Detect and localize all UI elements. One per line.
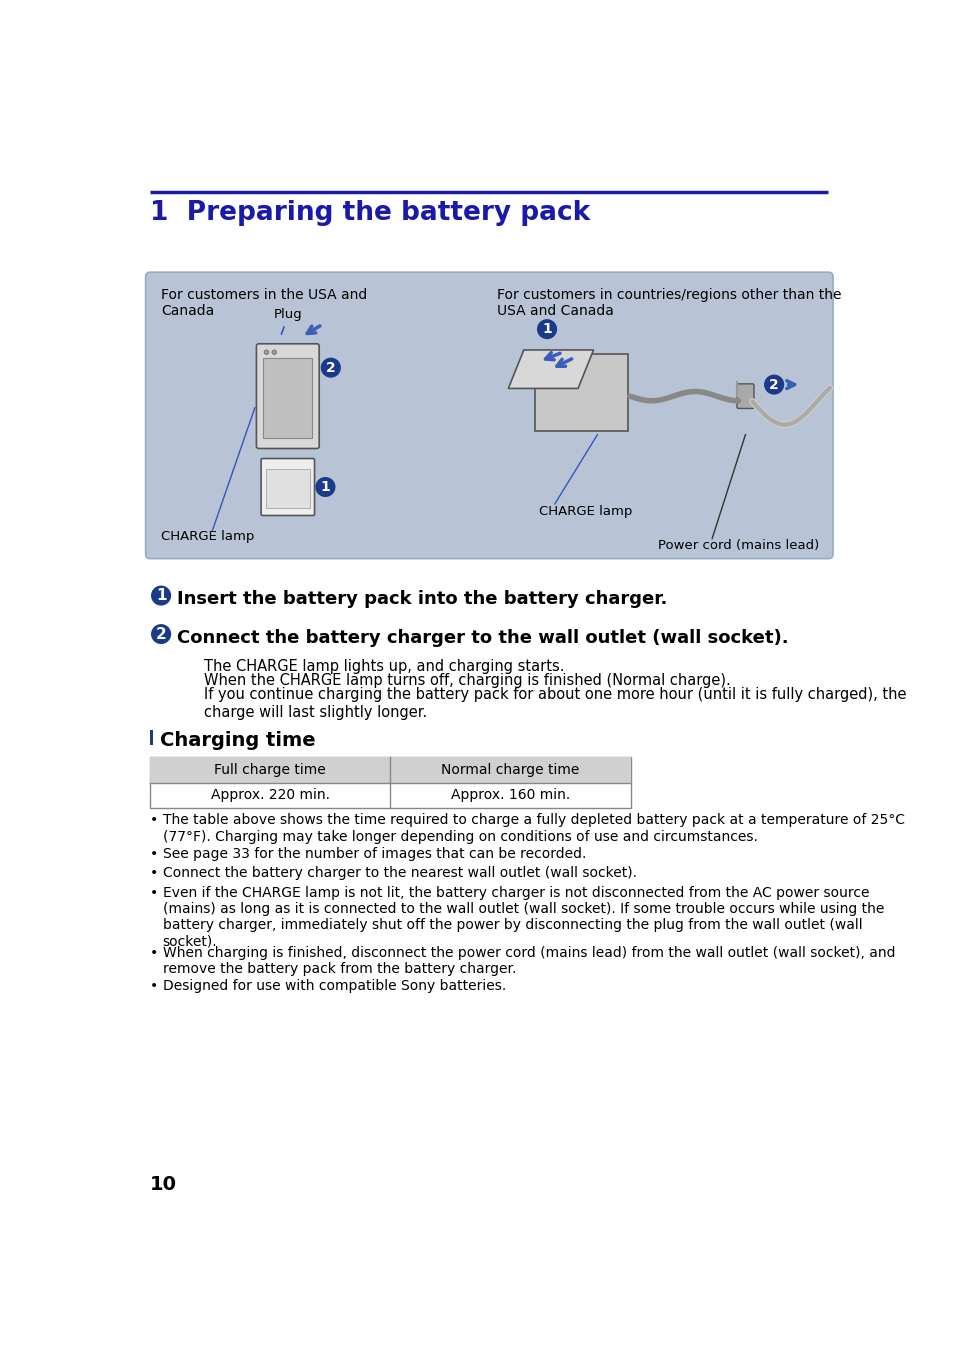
Text: Approx. 160 min.: Approx. 160 min. [451,788,570,802]
Text: •: • [150,978,158,993]
Text: 2: 2 [155,627,167,642]
Text: Power cord (mains lead): Power cord (mains lead) [658,539,819,552]
Circle shape [151,624,171,645]
Text: •: • [150,813,158,828]
Text: 1: 1 [320,480,330,494]
Bar [150,757,630,783]
Text: 10: 10 [150,1175,177,1194]
Text: For customers in countries/regions other than the
USA and Canada: For customers in countries/regions other… [497,288,841,318]
Text: The table above shows the time required to charge a fully depleted battery pack : The table above shows the time required … [162,813,903,844]
Text: CHARGE lamp: CHARGE lamp [538,505,632,518]
Bar [263,358,312,438]
Text: 2: 2 [326,361,335,375]
FancyBboxPatch shape [261,459,314,516]
Text: Insert the battery pack into the battery charger.: Insert the battery pack into the battery… [176,590,666,608]
Text: Normal charge time: Normal charge time [441,763,579,776]
Text: 1: 1 [155,588,166,603]
Text: The CHARGE lamp lights up, and charging starts.: The CHARGE lamp lights up, and charging … [204,660,564,674]
Polygon shape [508,350,593,388]
Bar [266,470,310,508]
Text: If you continue charging the battery pack for about one more hour (until it is f: If you continue charging the battery pac… [204,687,906,719]
Text: When charging is finished, disconnect the power cord (mains lead) from the wall : When charging is finished, disconnect th… [162,946,894,976]
Circle shape [315,478,335,497]
Text: Designed for use with compatible Sony batteries.: Designed for use with compatible Sony ba… [162,978,505,993]
Text: 2: 2 [768,377,779,392]
Text: Plug: Plug [274,308,302,334]
Text: For customers in the USA and
Canada: For customers in the USA and Canada [161,288,367,318]
Circle shape [272,350,276,354]
Circle shape [320,358,340,377]
Text: Full charge time: Full charge time [214,763,326,776]
Circle shape [537,319,557,339]
Text: Charging time: Charging time [159,731,314,750]
Text: 1  Preparing the battery pack: 1 Preparing the battery pack [150,199,590,225]
Text: •: • [150,847,158,860]
Text: Approx. 220 min.: Approx. 220 min. [211,788,330,802]
Text: Even if the CHARGE lamp is not lit, the battery charger is not disconnected from: Even if the CHARGE lamp is not lit, the … [162,886,883,949]
Polygon shape [535,354,628,430]
Text: 1: 1 [541,322,552,337]
FancyBboxPatch shape [146,273,832,559]
Text: •: • [150,946,158,959]
Circle shape [151,586,171,605]
Text: See page 33 for the number of images that can be recorded.: See page 33 for the number of images tha… [162,847,585,860]
Text: CHARGE lamp: CHARGE lamp [161,531,254,543]
Text: When the CHARGE lamp turns off, charging is finished (Normal charge).: When the CHARGE lamp turns off, charging… [204,673,731,688]
FancyBboxPatch shape [736,384,753,408]
Text: •: • [150,886,158,900]
Bar [150,730,153,745]
Text: Connect the battery charger to the nearest wall outlet (wall socket).: Connect the battery charger to the neare… [162,866,636,881]
Circle shape [264,350,269,354]
Bar [150,757,630,809]
Text: Connect the battery charger to the wall outlet (wall socket).: Connect the battery charger to the wall … [176,628,787,647]
Circle shape [763,375,783,395]
FancyBboxPatch shape [256,343,319,449]
Text: •: • [150,866,158,881]
